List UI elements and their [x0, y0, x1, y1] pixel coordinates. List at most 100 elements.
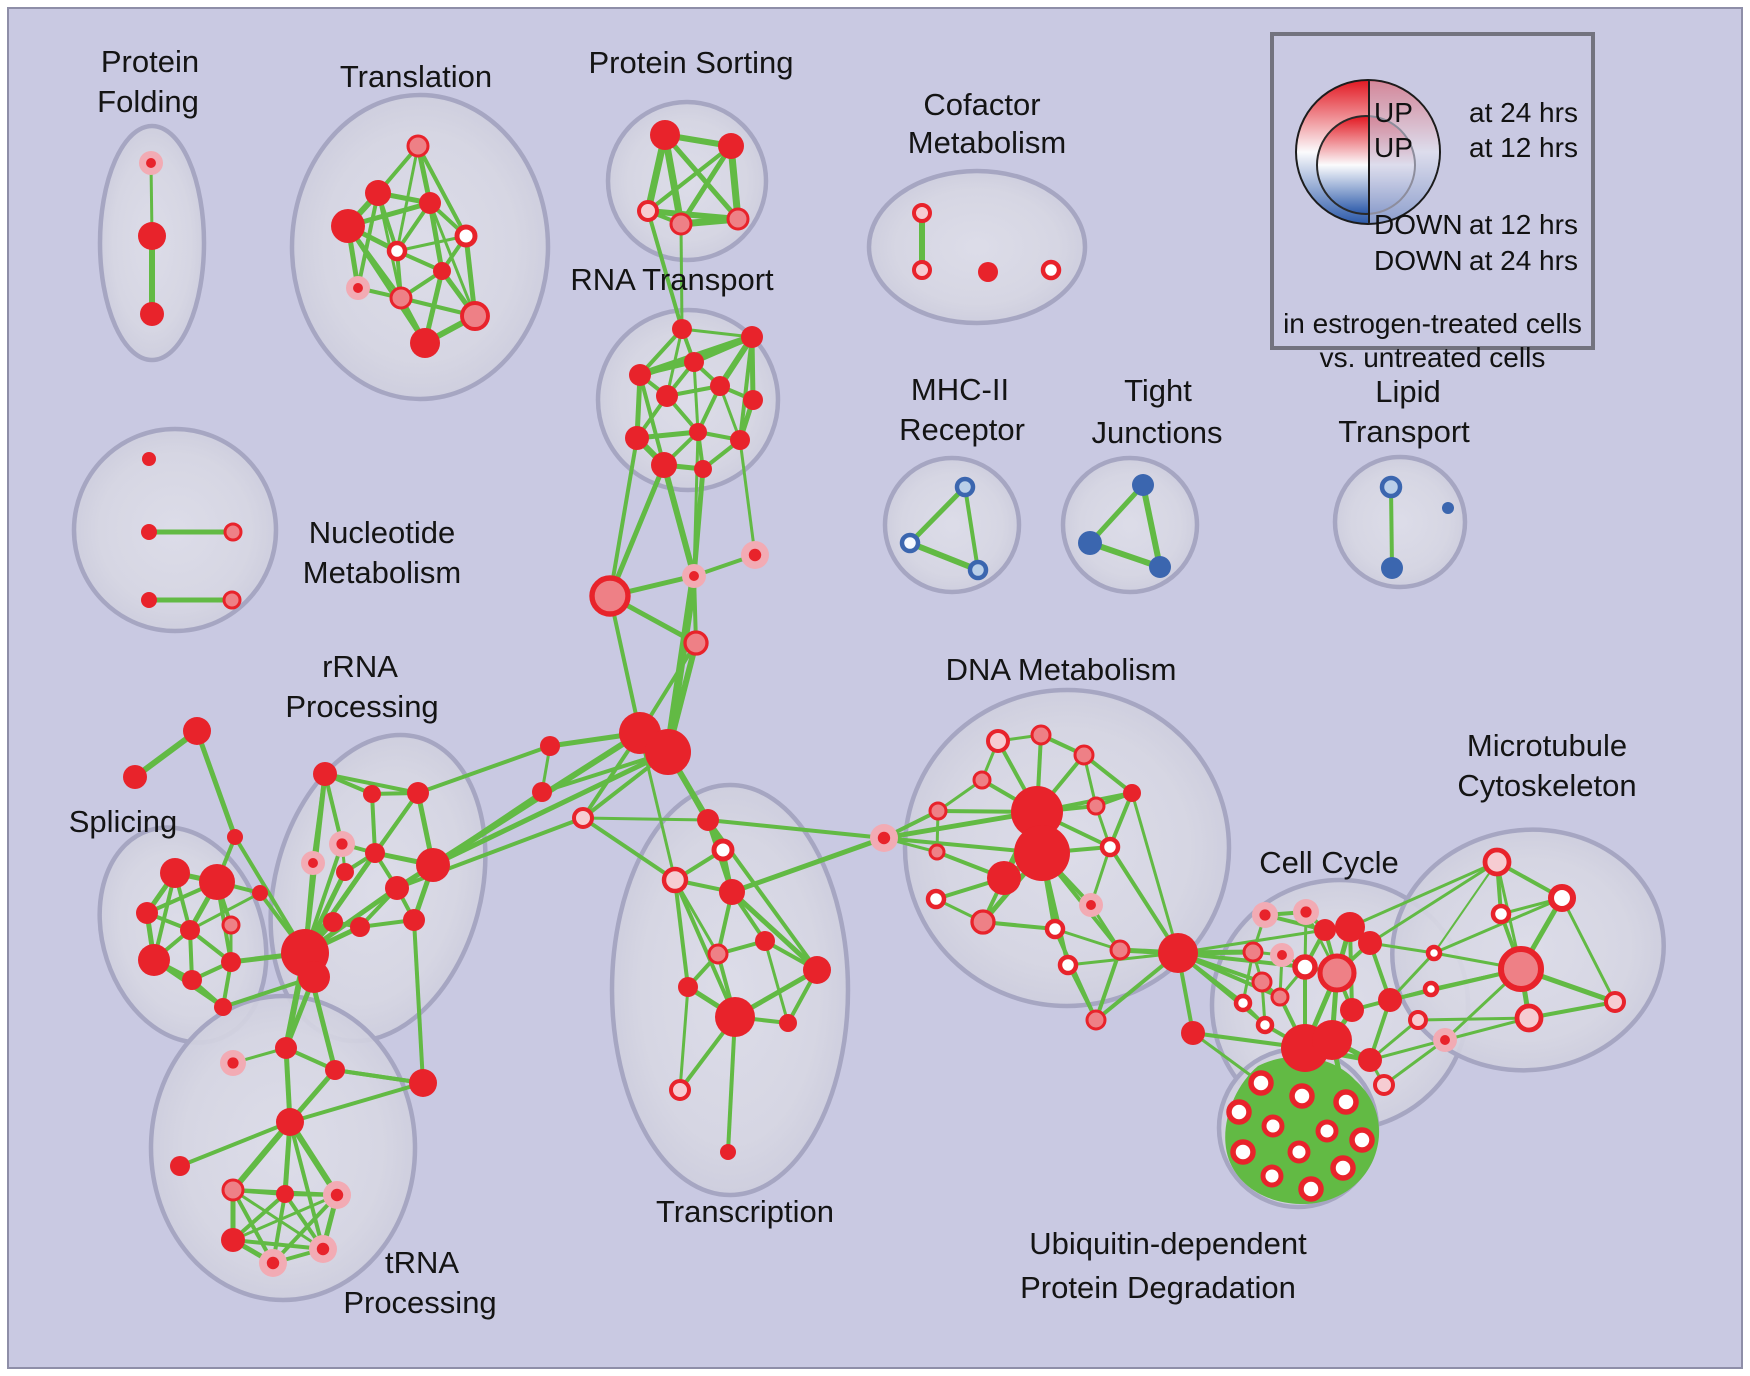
node-s — [730, 430, 750, 450]
node-r — [1248, 1070, 1274, 1096]
legend-dir: DOWN — [1374, 245, 1463, 276]
edge-microtubule-cytoskeleton — [1528, 1000, 1616, 1020]
edge-inter — [731, 835, 885, 895]
legend-right-half-fade — [1368, 81, 1439, 223]
edge-inter — [692, 431, 700, 577]
node-r — [1330, 1155, 1356, 1181]
node-m — [726, 207, 750, 231]
node-m — [707, 943, 729, 965]
node-h — [748, 548, 762, 562]
node-s — [1312, 1020, 1352, 1060]
node-m — [683, 630, 709, 656]
node-s — [656, 385, 678, 407]
node-s — [221, 952, 241, 972]
node-m — [221, 1178, 245, 1202]
edge-transcription — [730, 890, 819, 972]
node-s — [629, 364, 651, 386]
node-r — [1261, 1114, 1285, 1138]
edge-inter — [334, 1068, 424, 1085]
node-s — [276, 1185, 294, 1203]
legend-caption-1: in estrogen-treated cells — [1283, 308, 1582, 339]
node-r — [711, 838, 735, 862]
node-s — [410, 328, 440, 358]
edge-translation — [396, 234, 467, 253]
edge-hub-center — [608, 595, 642, 734]
node-m — [1030, 724, 1052, 746]
node-bw — [899, 532, 921, 554]
node-p — [637, 200, 659, 222]
edge-mhc-ii-receptor — [963, 486, 980, 571]
node-s — [323, 912, 343, 932]
node-m — [1109, 939, 1131, 961]
node-b — [1132, 474, 1154, 496]
edge-trna-processing — [230, 1120, 293, 1192]
edge-inter — [607, 464, 667, 597]
edge-inter — [1369, 1038, 1446, 1062]
legend-dir: DOWN — [1374, 209, 1463, 240]
node-s — [987, 861, 1021, 895]
edge-link-west — [194, 730, 238, 838]
node-p — [572, 807, 594, 829]
node-r — [1292, 954, 1318, 980]
node-s — [684, 352, 704, 372]
node-r — [1490, 903, 1512, 925]
edge-rna-transport — [681, 327, 753, 339]
edge-rna-transport — [638, 374, 666, 466]
node-s — [336, 863, 354, 881]
node-h — [1277, 950, 1287, 960]
node-s — [710, 376, 730, 396]
node-r — [1425, 944, 1443, 962]
node-s — [141, 592, 157, 608]
edge-inter — [1108, 845, 1180, 955]
node-p — [1373, 1074, 1395, 1096]
edge-translation — [356, 192, 380, 289]
node-h — [1086, 900, 1096, 910]
node-b — [1381, 557, 1403, 579]
node-s — [419, 192, 441, 214]
node-s — [743, 390, 763, 410]
edge-inter — [417, 744, 551, 795]
edge-trna-processing — [232, 1193, 338, 1242]
node-h — [1440, 1035, 1450, 1045]
edge-protein-sorting — [646, 144, 733, 213]
node-s — [1358, 931, 1382, 955]
legend-time: at 12 hrs — [1469, 132, 1578, 163]
node-h — [1259, 909, 1271, 921]
legend-dir: UP — [1374, 97, 1413, 128]
node-s — [651, 452, 677, 478]
node-r — [1099, 836, 1121, 858]
node-s — [803, 956, 831, 984]
node-p — [1604, 991, 1626, 1013]
node-m — [460, 301, 490, 331]
edge-dna-metabolism — [1054, 927, 1121, 952]
node-s — [199, 864, 235, 900]
node-r — [1422, 980, 1440, 998]
edge-inter — [707, 818, 885, 840]
node-s — [142, 452, 156, 466]
node-s — [678, 977, 698, 997]
legend-time: at 24 hrs — [1469, 97, 1578, 128]
edge-rna-transport — [738, 336, 754, 441]
node-p — [669, 1079, 691, 1101]
edge-protein-sorting — [661, 134, 685, 225]
node-r — [1044, 918, 1066, 940]
node-s — [1378, 988, 1402, 1012]
node-r — [1547, 883, 1577, 913]
node-s — [385, 876, 409, 900]
edge-inter — [661, 464, 697, 577]
node-h — [1300, 906, 1312, 918]
node-s — [978, 262, 998, 282]
node-r — [454, 224, 478, 248]
edge-mhc-ii-receptor — [908, 485, 967, 545]
legend-time: at 24 hrs — [1469, 245, 1578, 276]
node-h — [146, 158, 156, 168]
node-s — [141, 524, 157, 540]
legend-caption-2: vs. untreated cells — [1319, 342, 1546, 373]
node-m — [669, 212, 693, 236]
node-s — [136, 902, 158, 924]
node-s — [123, 765, 147, 789]
edge-inter — [1130, 792, 1180, 954]
edge-splicing — [189, 891, 261, 932]
edge-tight-junctions — [1088, 483, 1145, 545]
node-r — [1287, 1140, 1311, 1164]
